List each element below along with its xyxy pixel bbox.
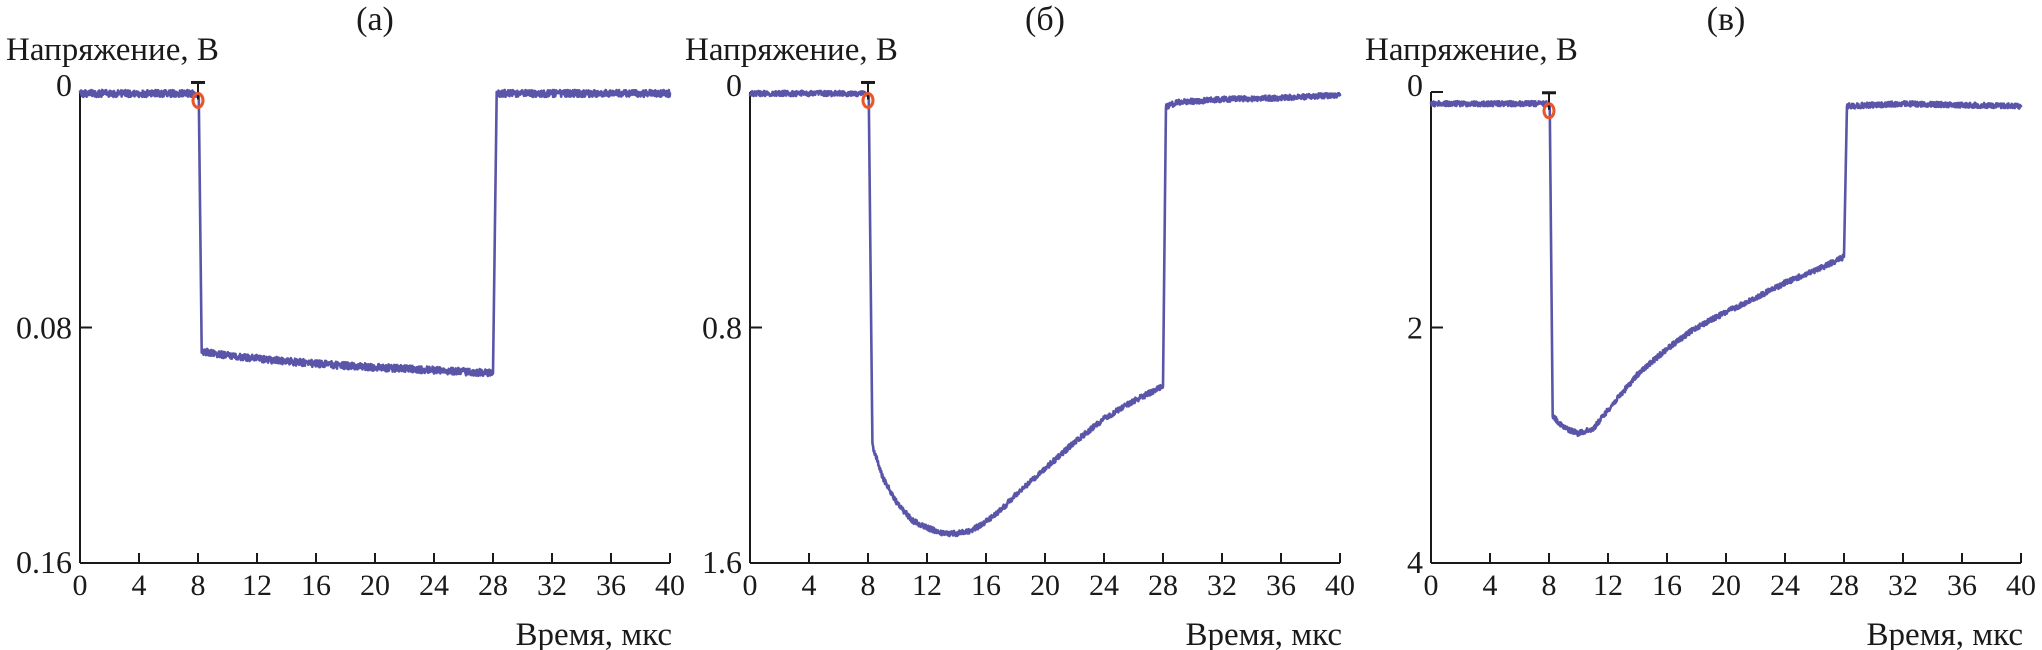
voltage-trace [1429,99,2023,438]
y-tick-label: 0 [726,67,742,103]
x-tick-label: 24 [1770,569,1800,602]
ticks: 0 4 8 12 16 20 24 28 32 36 40 0 0.08 0.16 [16,67,685,602]
x-tick-label: 12 [1593,569,1623,602]
trigger-marker [861,91,875,109]
panel-label: (а) [356,1,394,38]
panel-c: (в) Напряжение, В Время, мкс 0 4 8 12 16 20 24… [1365,1,2036,650]
x-tick-label: 36 [1947,569,1977,602]
y-axis-label: Напряжение, В [6,32,219,68]
x-tick-label: 8 [1542,569,1557,602]
x-tick-label: 4 [1483,569,1498,602]
x-tick-label: 28 [478,569,508,602]
y-tick-label: 0 [56,67,72,103]
x-tick-label: 16 [971,569,1001,602]
voltage-trace [78,88,672,378]
y-tick-label: 1.6 [702,544,742,580]
trigger-marker [191,91,205,109]
x-tick-label: 16 [1652,569,1682,602]
x-tick-label: 4 [132,569,147,602]
panel-label: (в) [1707,1,1746,38]
plot-area [1429,91,2023,438]
x-tick-label: 32 [537,569,567,602]
x-axis-label: Время, мкс [1186,617,1342,650]
x-tick-label: 12 [912,569,942,602]
x-tick-label: 20 [360,569,390,602]
y-tick-label: 0 [1407,67,1423,103]
x-tick-label: 28 [1148,569,1178,602]
x-tick-label: 40 [655,569,685,602]
panel-b: (б) Напряжение, В Время, мкс 0 4 8 12 16 20 24… [685,1,1355,650]
x-tick-label: 32 [1888,569,1918,602]
ticks: 0 4 8 12 16 20 24 28 32 36 40 0 0.8 1.6 [702,67,1355,602]
axes [749,92,1340,564]
plot-area [748,80,1342,538]
x-tick-label: 8 [861,569,876,602]
y-tick-label: 0.16 [16,544,72,580]
trigger-marker [1542,102,1556,120]
x-tick-label: 20 [1030,569,1060,602]
axes [79,92,670,564]
x-tick-label: 24 [1089,569,1119,602]
voltage-trace [748,89,1342,538]
x-tick-label: 4 [802,569,817,602]
x-tick-label: 40 [2006,569,2036,602]
y-axis-label: Напряжение, В [685,32,898,68]
panel-a: (а) Напряжение, В Время, мкс 0 4 8 12 16 20 24… [6,1,685,650]
x-tick-label: 16 [301,569,331,602]
x-axis-label: Время, мкс [516,617,672,650]
y-tick-label: 4 [1407,544,1423,580]
x-tick-label: 36 [1266,569,1296,602]
x-tick-label: 40 [1325,569,1355,602]
x-tick-label: 8 [191,569,206,602]
x-tick-label: 0 [743,569,758,602]
panel-label: (б) [1025,1,1065,38]
x-tick-label: 12 [242,569,272,602]
x-tick-label: 28 [1829,569,1859,602]
x-tick-label: 32 [1207,569,1237,602]
x-tick-label: 0 [73,569,88,602]
y-tick-label: 2 [1407,310,1423,346]
y-axis-label: Напряжение, В [1365,32,1578,68]
y-tick-label: 0.08 [16,310,72,346]
plot-area [78,80,672,378]
x-axis-label: Время, мкс [1867,617,2023,650]
y-tick-label: 0.8 [702,310,742,346]
axes [1430,92,2021,564]
x-tick-label: 24 [419,569,449,602]
x-tick-label: 20 [1711,569,1741,602]
x-tick-label: 36 [596,569,626,602]
x-tick-label: 0 [1424,569,1439,602]
